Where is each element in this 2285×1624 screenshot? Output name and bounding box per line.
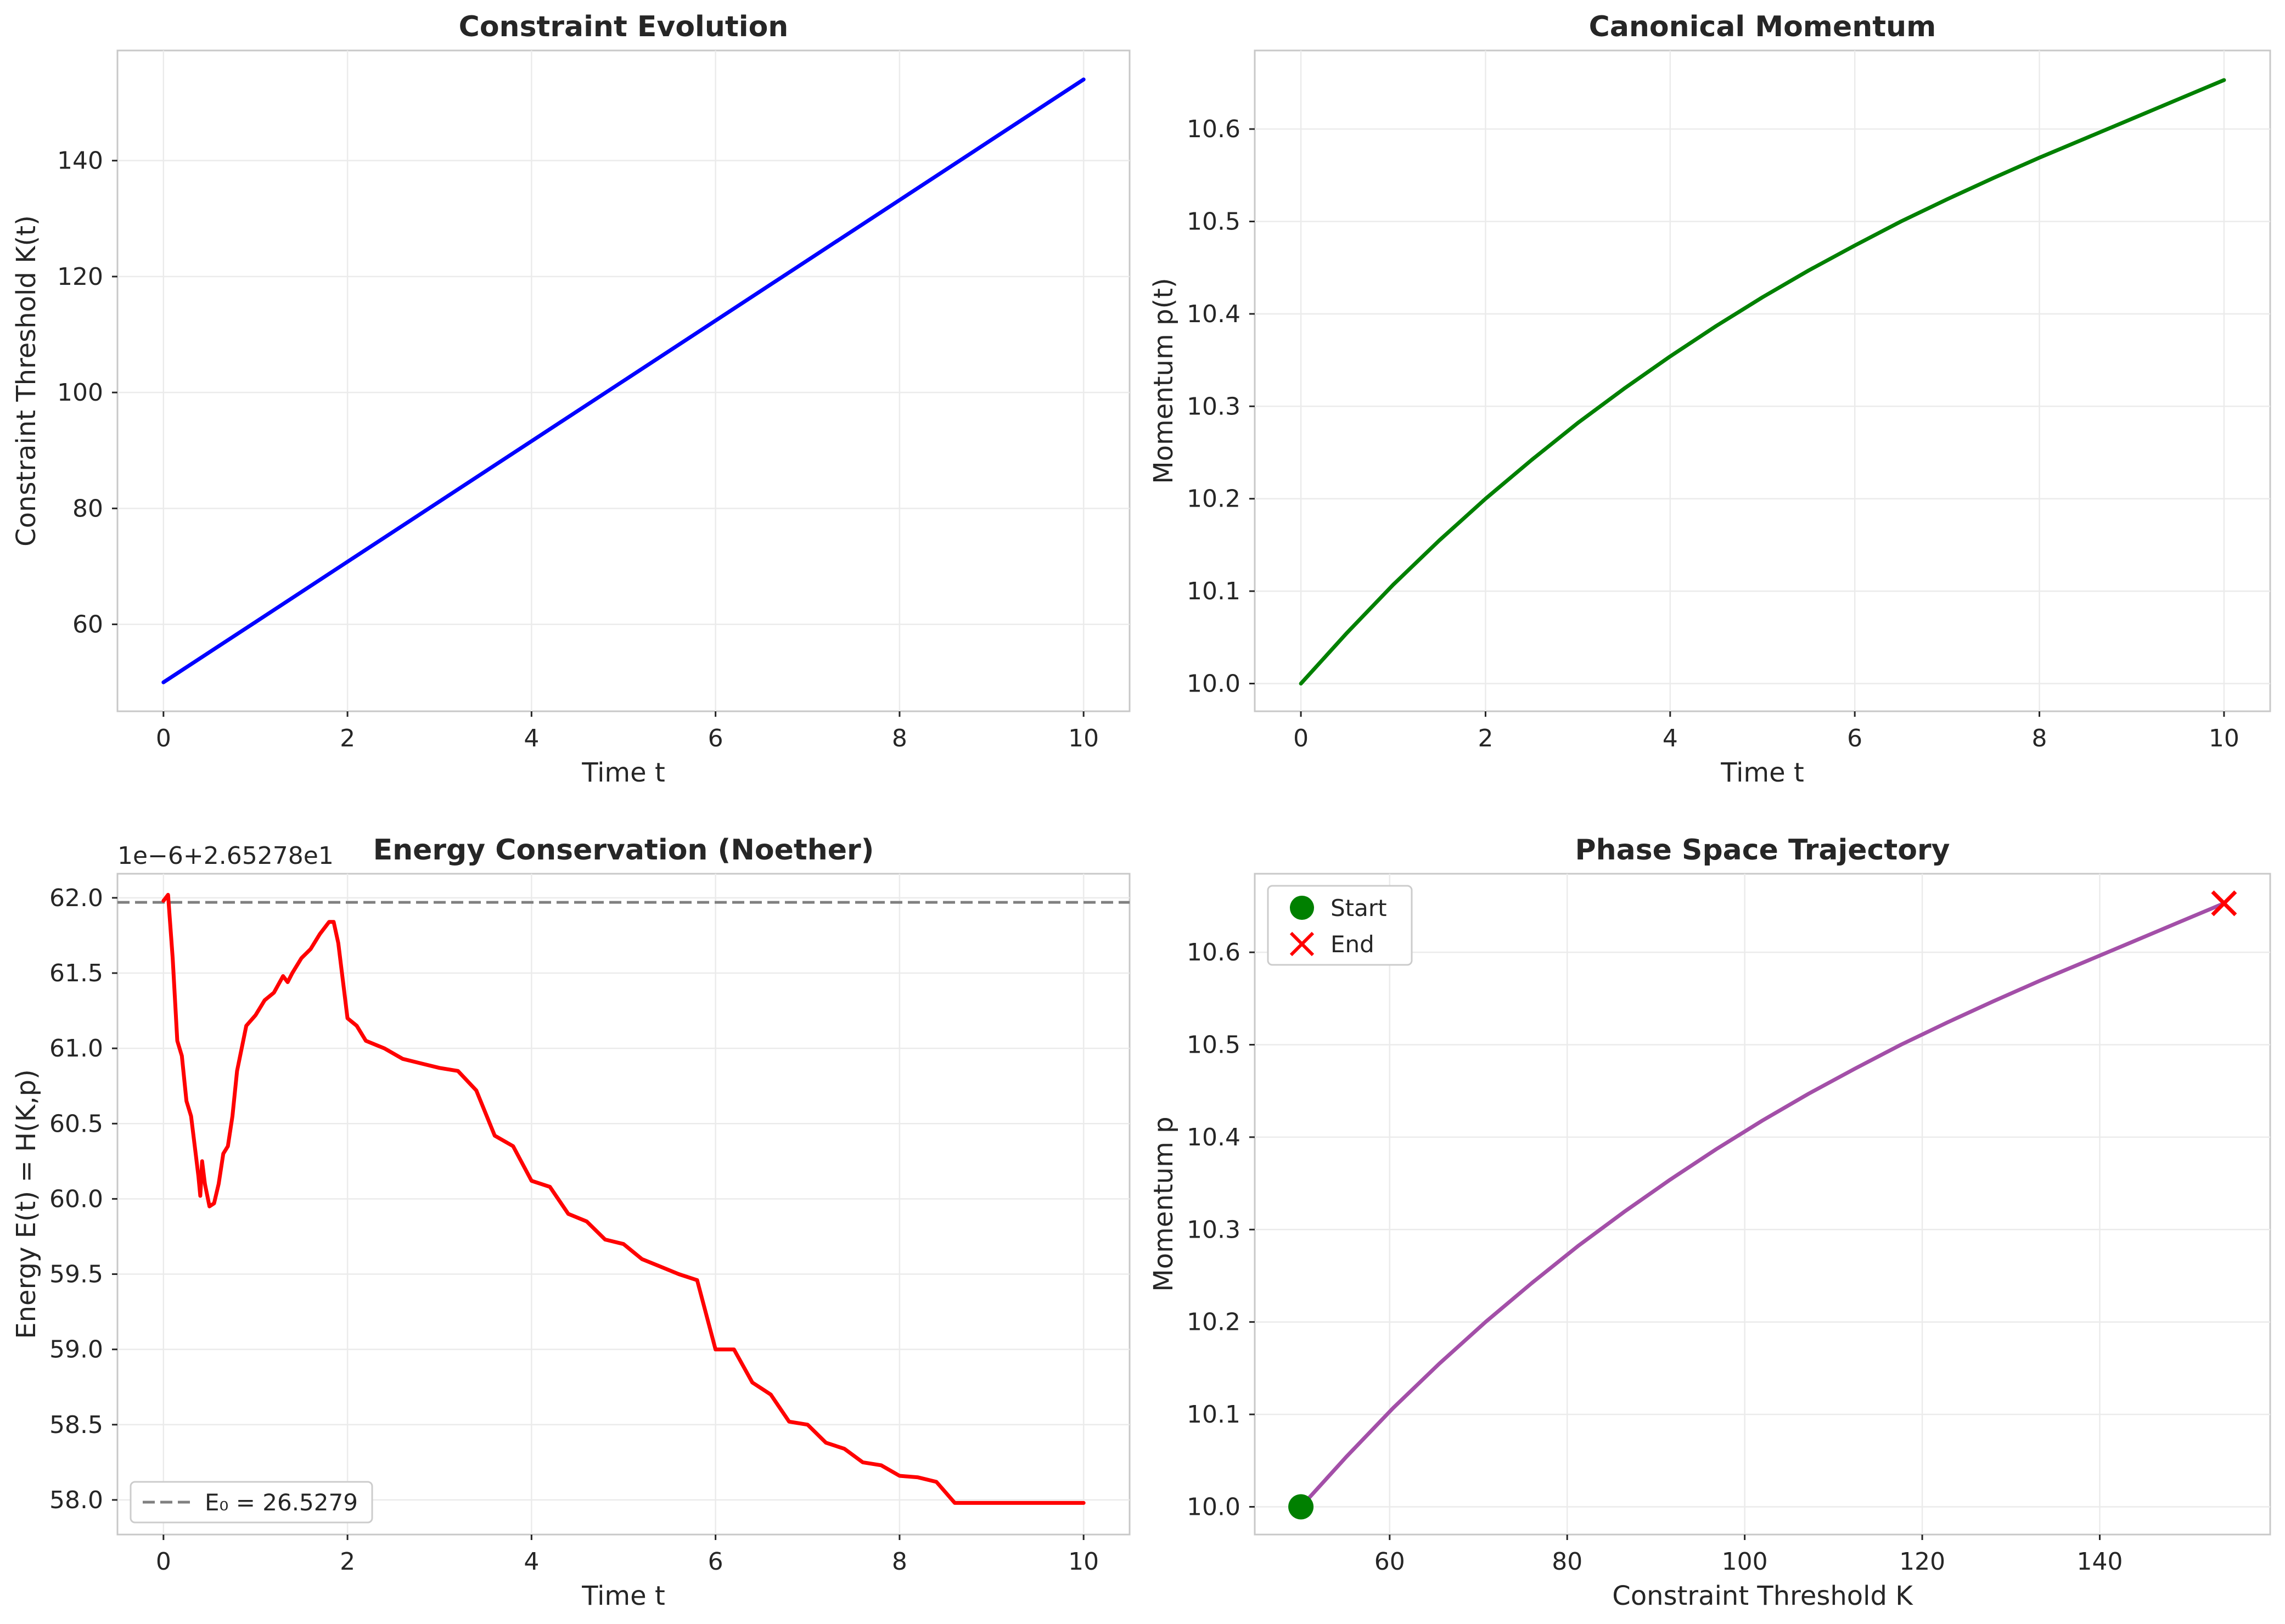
series-line — [1299, 901, 2226, 1509]
y-tick-label: 58.0 — [49, 1486, 103, 1514]
legend-start-swatch — [1290, 896, 1314, 920]
x-tick-label: 6 — [708, 724, 723, 752]
x-axis-label: Constraint Threshold K — [1612, 1581, 1913, 1611]
y-tick-label: 10.3 — [1187, 1216, 1240, 1244]
y-tick-label: 10.6 — [1187, 115, 1240, 143]
panel-constraint-evolution: 0 2 4 6 8 10 60 80 100 120 140 Constraint Evolution… — [11, 10, 1131, 788]
legend-entry-label: E₀ = 26.5279 — [205, 1489, 358, 1516]
y-tick-label: 62.0 — [49, 884, 103, 912]
x-tick-label: 10 — [1068, 1548, 1099, 1576]
y-axis-label: Constraint Threshold K(t) — [11, 215, 42, 547]
y-tick-label: 60 — [72, 611, 103, 639]
x-tick-label: 80 — [1552, 1548, 1582, 1576]
y-tick-label: 10.6 — [1187, 939, 1240, 966]
x-tick-label: 2 — [1478, 724, 1493, 752]
y-tick-label: 61.0 — [49, 1035, 103, 1063]
legend-end-swatch — [1289, 931, 1315, 957]
chart-title: Canonical Momentum — [1589, 10, 1936, 43]
y-tick-label: 10.2 — [1187, 1308, 1240, 1336]
x-tick-label: 100 — [1722, 1548, 1768, 1576]
series-line — [1299, 78, 2226, 685]
plot-area — [1254, 49, 2271, 712]
y-tick-label: 10.4 — [1187, 1123, 1240, 1151]
y-tick-label: 10.1 — [1187, 577, 1240, 605]
legend-entry-label: End — [1330, 931, 1374, 958]
x-tick-label: 60 — [1374, 1548, 1405, 1576]
y-tick-label: 59.0 — [49, 1336, 103, 1364]
series-line — [161, 77, 1086, 684]
y-axis-label: Energy E(t) = H(K,p) — [11, 1069, 42, 1339]
y-tick-label: 10.4 — [1187, 300, 1240, 328]
chart-title: Energy Conservation (Noether) — [373, 834, 874, 867]
x-tick-label: 6 — [1847, 724, 1862, 752]
start-marker — [1288, 1494, 1314, 1520]
x-tick-label: 10 — [1068, 724, 1099, 752]
y-tick-label: 58.5 — [49, 1411, 103, 1439]
legend: Start End — [1267, 885, 1413, 966]
y-axis-label: Momentum p(t) — [1148, 278, 1179, 484]
y-tick-label: 10.5 — [1187, 1031, 1240, 1059]
y-tick-label: 60.5 — [49, 1110, 103, 1138]
x-tick-label: 8 — [2032, 724, 2047, 752]
x-tick-label: 4 — [524, 724, 539, 752]
x-axis-label: Time t — [581, 1581, 665, 1611]
x-tick-label: 2 — [340, 1548, 355, 1576]
y-tick-label: 10.5 — [1187, 208, 1240, 236]
x-tick-label: 8 — [892, 1548, 907, 1576]
panel-energy-conservation: 0 2 4 6 8 10 58.0 58.5 59.0 59.5 60.0 60.5 61.0 61.5 6… — [11, 834, 1131, 1611]
y-tick-label: 10.1 — [1187, 1401, 1240, 1429]
y-tick-label: 80 — [72, 494, 103, 522]
x-tick-label: 0 — [156, 724, 171, 752]
axis-offset-text: 1e−6+2.65278e1 — [117, 842, 334, 870]
chart-title: Constraint Evolution — [459, 10, 789, 43]
y-tick-label: 120 — [57, 263, 103, 291]
end-marker — [2211, 890, 2237, 917]
y-tick-label: 140 — [57, 147, 103, 175]
x-axis-label: Time t — [1720, 757, 1804, 788]
x-tick-label: 0 — [1293, 724, 1309, 752]
panel-canonical-momentum: 0 2 4 6 8 10 10.0 10.1 10.2 10.3 10.4 10.5 10.6 Canon… — [1148, 10, 2271, 788]
y-tick-label: 10.2 — [1187, 485, 1240, 513]
x-tick-label: 10 — [2209, 724, 2239, 752]
y-tick-label: 10.0 — [1187, 1493, 1240, 1521]
series-line — [161, 892, 1086, 1505]
y-tick-label: 10.0 — [1187, 670, 1240, 698]
chart-title: Phase Space Trajectory — [1575, 834, 1950, 867]
x-tick-label: 0 — [156, 1548, 171, 1576]
x-tick-label: 6 — [708, 1548, 723, 1576]
x-tick-label: 4 — [524, 1548, 539, 1576]
legend-entry-label: Start — [1330, 895, 1387, 921]
x-axis-label: Time t — [581, 757, 665, 788]
plot-area — [1254, 873, 2271, 1536]
y-tick-label: 60.0 — [49, 1185, 103, 1213]
panel-phase-space-trajectory: 60 80 100 120 140 10.0 10.1 10.2 10.3 10.4 10.5 10.… — [1148, 834, 2271, 1611]
y-axis-label: Momentum p — [1148, 1116, 1179, 1291]
x-tick-label: 4 — [1663, 724, 1678, 752]
legend: E₀ = 26.5279 — [130, 1481, 373, 1524]
x-tick-label: 140 — [2077, 1548, 2123, 1576]
y-tick-label: 100 — [57, 379, 103, 407]
x-tick-label: 8 — [892, 724, 907, 752]
x-tick-label: 120 — [1899, 1548, 1945, 1576]
x-tick-label: 2 — [340, 724, 355, 752]
y-tick-label: 59.5 — [49, 1261, 103, 1289]
y-tick-label: 61.5 — [49, 959, 103, 987]
y-tick-label: 10.3 — [1187, 392, 1240, 420]
